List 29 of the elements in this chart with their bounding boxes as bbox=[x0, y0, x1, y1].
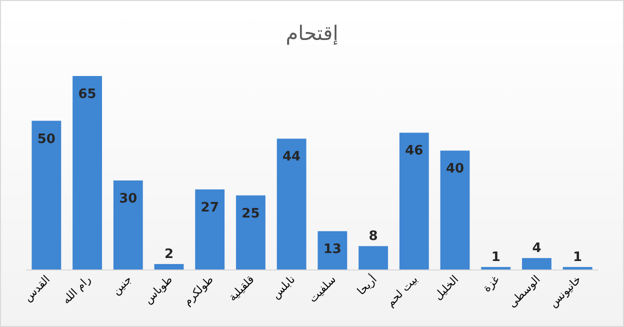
data-label: 25 bbox=[242, 206, 260, 222]
data-label: 4 bbox=[532, 241, 542, 256]
data-label: 40 bbox=[446, 162, 464, 177]
x-tick-label: خانيونس bbox=[546, 272, 584, 310]
data-label: 1 bbox=[573, 250, 582, 266]
data-label: 2 bbox=[164, 247, 174, 262]
x-tick-label: طوباس bbox=[142, 272, 176, 306]
x-tick-label: القدس bbox=[21, 272, 53, 304]
x-tick-label: أريحا bbox=[354, 272, 380, 298]
x-tick-label: الوسطى bbox=[506, 272, 543, 310]
x-tick-label: الخليل bbox=[432, 272, 462, 302]
chart-title: إقتحام bbox=[286, 21, 338, 45]
x-tick-label: رام الله bbox=[60, 272, 94, 307]
data-label: 13 bbox=[323, 242, 342, 258]
data-label: 1 bbox=[491, 250, 500, 266]
x-tick-label: سلفيت bbox=[306, 272, 339, 306]
data-label: 27 bbox=[200, 200, 219, 216]
data-label: 65 bbox=[78, 87, 96, 102]
x-tick-label: قلقيلية bbox=[226, 272, 257, 304]
data-label: 46 bbox=[405, 144, 424, 159]
x-tick-label: نابلس bbox=[269, 272, 298, 302]
x-tick-label: بيت لحم bbox=[384, 272, 420, 310]
x-tick-label: طولكرم bbox=[180, 272, 216, 308]
data-label: 8 bbox=[368, 229, 378, 244]
data-label: 44 bbox=[282, 150, 301, 165]
data-label: 50 bbox=[37, 132, 56, 147]
x-tick-label: جنين bbox=[110, 272, 134, 298]
data-label: 30 bbox=[119, 191, 138, 206]
x-tick-label: غزة bbox=[480, 272, 502, 295]
